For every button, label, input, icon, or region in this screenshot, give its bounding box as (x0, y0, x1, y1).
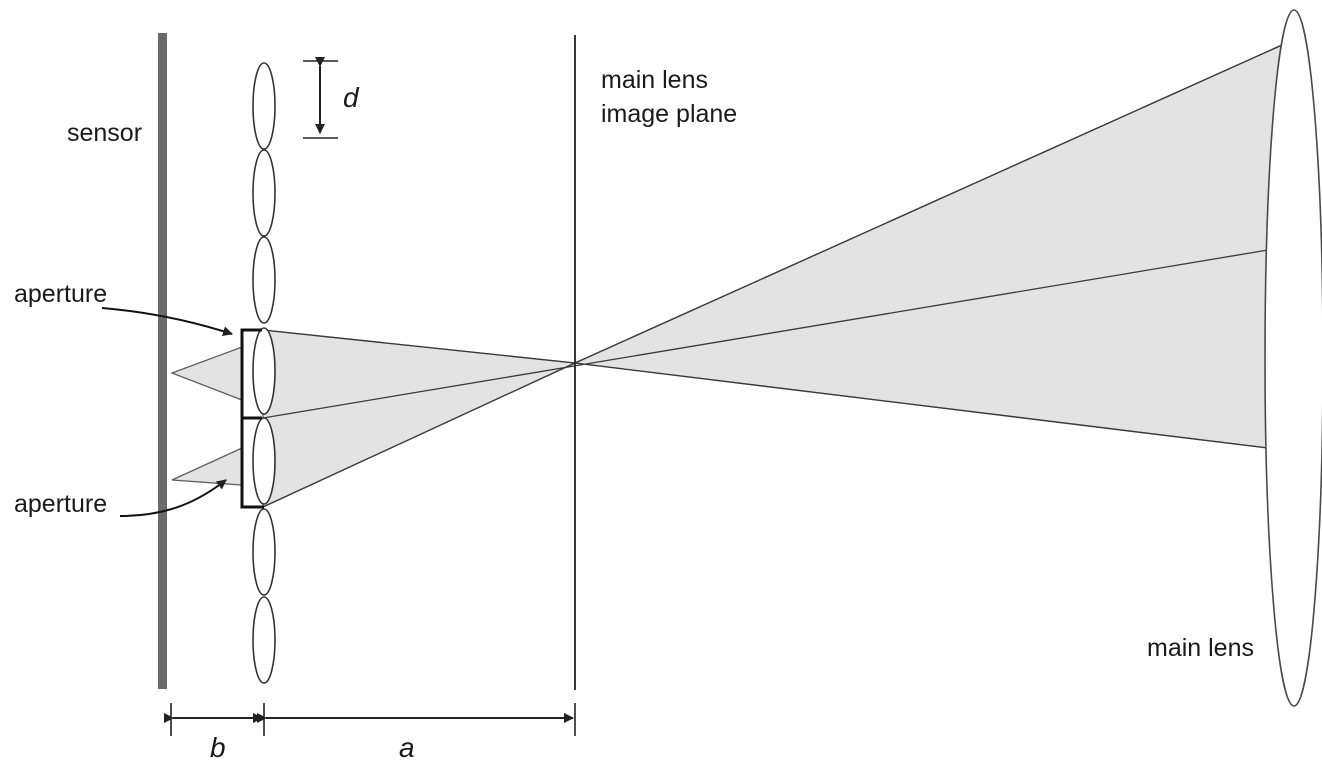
image-plane-label-line2: image plane (601, 100, 737, 128)
aperture-pointer-bottom (120, 480, 226, 516)
microlens (253, 237, 275, 323)
a-dimension (266, 703, 575, 736)
microlens (253, 597, 275, 683)
sensor-spot-bottom (172, 448, 242, 485)
pitch-label: d (343, 82, 360, 113)
main-lens-label: main lens (1147, 634, 1254, 662)
microlens (253, 328, 275, 414)
image-plane-label-line1: main lens (601, 66, 708, 94)
b-label: b (210, 732, 226, 760)
pitch-dimension (303, 61, 338, 138)
microlens (253, 509, 275, 595)
microlens-light-cone (263, 330, 575, 507)
aperture-label-top: aperture (14, 280, 107, 308)
microlens (253, 63, 275, 149)
aperture-label-bottom: aperture (14, 490, 107, 518)
microlens (253, 150, 275, 236)
microlens (253, 418, 275, 504)
microlens-array (253, 63, 275, 683)
sensor-bar (158, 33, 167, 689)
sensor-spot-top (172, 347, 242, 400)
a-label: a (399, 732, 415, 760)
main-lens (1265, 10, 1322, 706)
sensor-label: sensor (67, 119, 142, 147)
